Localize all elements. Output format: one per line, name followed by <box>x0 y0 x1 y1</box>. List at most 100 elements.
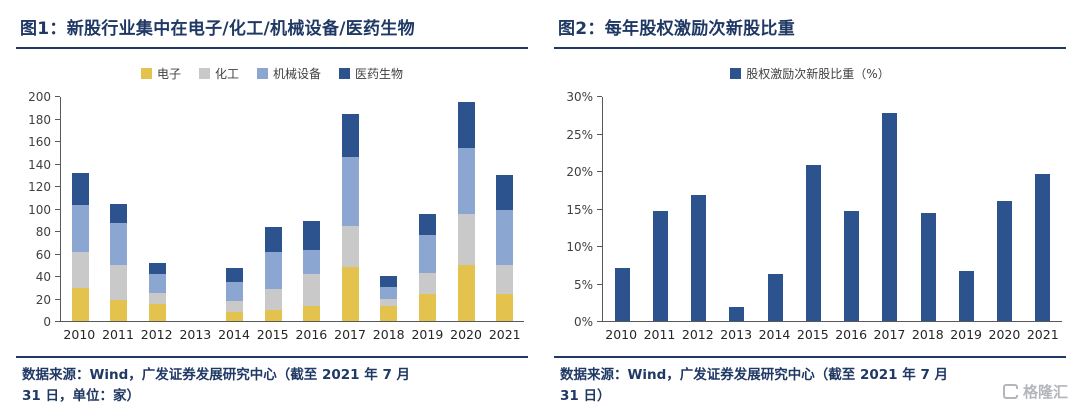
bar-slot-2010 <box>603 268 641 321</box>
bar-segment <box>341 226 359 267</box>
bar-2010 <box>71 173 89 321</box>
bar-segment <box>71 288 89 321</box>
bar-segment <box>148 293 166 304</box>
bar-segment <box>110 300 128 321</box>
y-tick-label: 20 <box>35 292 51 307</box>
y-tick-mark <box>597 133 602 135</box>
x-tick-label: 2019 <box>950 327 983 342</box>
bar-segment <box>110 265 128 300</box>
y-tick-label: 140 <box>28 157 51 172</box>
figure2-source: 数据来源：Wind，广发证券发展研究中心（截至 2021 年 7 月 31 日） <box>554 358 1066 407</box>
bar-slot-2016 <box>292 221 331 321</box>
bar-segment <box>457 102 475 148</box>
legend-swatch-icon <box>257 67 268 79</box>
legend-label: 医药生物 <box>355 66 404 81</box>
bar-segment <box>380 306 398 321</box>
legend-item: 股权激励次新股比重（%） <box>730 65 890 82</box>
x-tick-label: 2015 <box>256 327 289 342</box>
figure2-legend: 股权激励次新股比重（%） <box>554 65 1066 81</box>
y-tick-label: 180 <box>28 112 51 127</box>
x-tick-label: 2016 <box>835 327 868 342</box>
x-tick-label: 2012 <box>140 327 173 342</box>
legend-swatch-icon <box>198 67 210 79</box>
x-tick-label: 2016 <box>295 327 328 342</box>
figure2-y-axis: 0% 5% 10% 15% 20% 25% 30% <box>554 90 602 329</box>
x-tick-label: 2021 <box>488 327 521 342</box>
bar-slot-2017 <box>331 114 370 321</box>
bar-slot-2011 <box>641 211 679 321</box>
bar-slot-2016 <box>833 211 871 321</box>
bar-2021 <box>496 175 514 321</box>
gelonghui-logo-icon <box>1002 384 1018 399</box>
bar-slot-2021 <box>485 175 524 321</box>
bar-segment <box>380 299 398 306</box>
bar-segment <box>496 210 514 265</box>
bar-slot-2013 <box>718 307 756 321</box>
y-tick-label: 5% <box>573 277 593 292</box>
x-tick-label: 2018 <box>911 327 944 342</box>
figure1-title: 图1：新股行业集中在电子/化工/机械设备/医药生物 <box>16 8 528 49</box>
bar-segment <box>303 274 321 306</box>
bar-segment <box>303 306 321 321</box>
bar-segment <box>767 274 783 321</box>
bar-segment <box>496 265 514 294</box>
bar-segment <box>148 263 166 274</box>
bar-segment <box>457 214 475 265</box>
bar-2016 <box>844 211 860 321</box>
x-tick-label: 2021 <box>1026 327 1059 342</box>
x-tick-label: 2013 <box>720 327 753 342</box>
figure2-bar-chart: 0% 5% 10% 15% 20% 25% 30% <box>554 90 1066 329</box>
y-tick-label: 60 <box>35 247 51 262</box>
bar-segment <box>418 294 436 321</box>
bar-segment <box>110 204 128 223</box>
bar-segment <box>614 268 630 321</box>
gelonghui-logo-text: 格隆汇 <box>1022 383 1068 401</box>
bar-segment <box>303 221 321 250</box>
bar-segment <box>418 214 436 235</box>
bar-segment <box>380 287 398 299</box>
y-tick-label: 120 <box>28 180 51 194</box>
bar-2018 <box>380 276 398 321</box>
bar-segment <box>148 304 166 321</box>
y-tick-mark <box>55 321 60 322</box>
bar-2017 <box>882 113 898 321</box>
y-tick-mark <box>55 186 60 187</box>
bar-segment <box>920 213 936 321</box>
figure2-source-line1: 数据来源：Wind，广发证券发展研究中心（截至 2021 年 7 月 <box>560 367 949 383</box>
y-tick-mark <box>597 171 602 172</box>
bar-2018 <box>920 213 936 321</box>
bar-segment <box>958 271 974 321</box>
legend-label: 电子 <box>156 66 181 81</box>
y-tick-mark <box>55 118 60 120</box>
bar-segment <box>264 289 282 310</box>
x-tick-label: 2014 <box>758 327 791 342</box>
legend-item: 医药生物 <box>339 65 403 82</box>
bar-slot-2010 <box>61 173 100 321</box>
figure1-source-divider <box>16 356 528 358</box>
legend-swatch-icon <box>140 67 152 79</box>
bar-segment <box>264 252 282 289</box>
y-tick-mark <box>55 141 60 142</box>
bar-2015 <box>264 227 282 321</box>
figure1-y-axis: 0 20 40 60 80 100 120 140 160 180 200 <box>16 90 60 329</box>
y-tick-mark <box>55 231 60 232</box>
bar-2017 <box>341 114 359 321</box>
bar-2015 <box>805 165 821 321</box>
figure2-x-axis: 2010 2011 2012 2013 2014 2015 2016 2017 2018 2019… <box>602 327 1062 342</box>
bar-segment <box>496 175 514 210</box>
bar-segment <box>341 267 359 321</box>
bar-segment <box>264 227 282 252</box>
figure1-plot-area <box>60 97 524 322</box>
figure2-plot-area <box>602 97 1062 322</box>
bar-slot-2015 <box>254 227 293 321</box>
bar-segment <box>380 276 398 287</box>
x-tick-label: 2010 <box>605 327 638 342</box>
bar-2013 <box>729 307 745 321</box>
x-tick-label: 2019 <box>411 327 444 342</box>
legend-label: 股权激励次新股比重（%） <box>746 66 890 81</box>
bar-slot-2012 <box>138 263 177 321</box>
bar-slot-2011 <box>100 204 139 321</box>
x-tick-label: 2011 <box>102 327 134 342</box>
bar-slot-2014 <box>215 268 254 321</box>
